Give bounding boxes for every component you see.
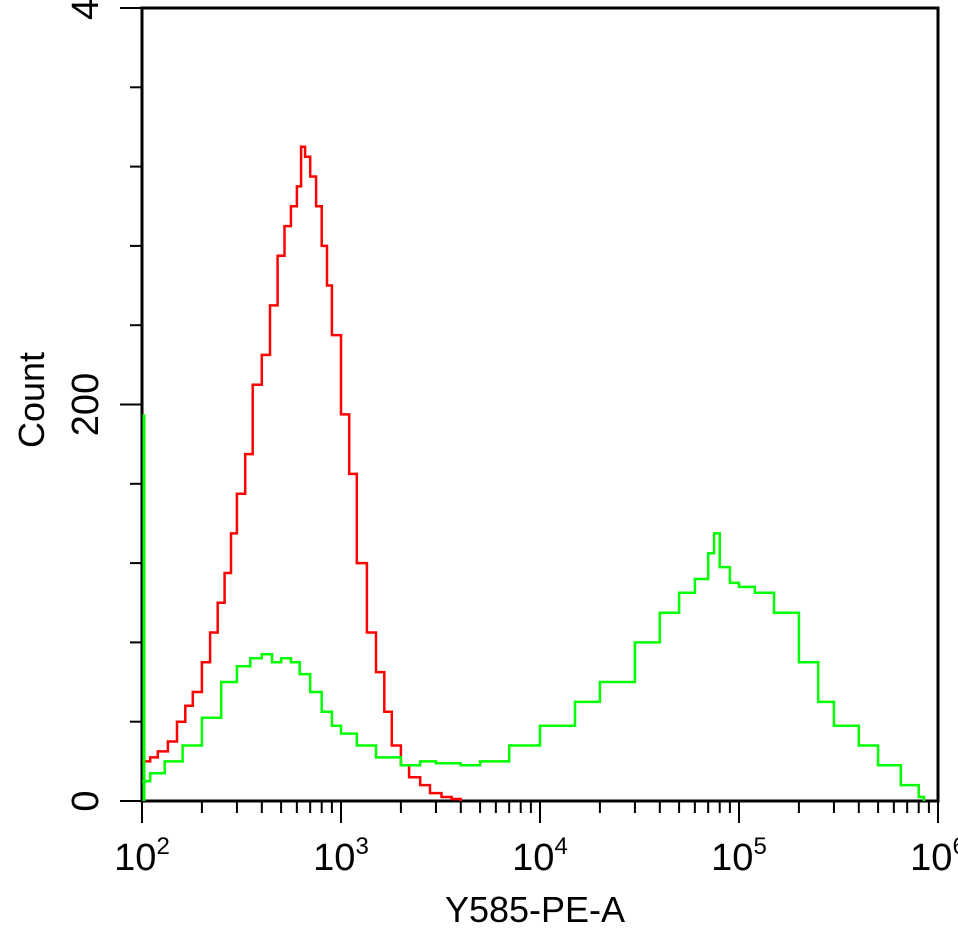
x-tick-label: 106 [910, 833, 958, 879]
x-tick-label: 102 [114, 833, 170, 879]
plot-area [140, 6, 940, 803]
series-line-1 [142, 145, 463, 801]
x-tick-label-exponent: 5 [753, 833, 766, 860]
y-axis-ticks [120, 7, 142, 802]
x-tick-label: 105 [711, 833, 767, 879]
x-tick-labels: 102103104105106 [114, 833, 958, 879]
x-axis-label: Y585-PE-A [445, 889, 625, 930]
x-tick-label-base: 10 [512, 837, 554, 879]
x-tick-label-base: 10 [114, 837, 156, 879]
x-tick-label-base: 10 [313, 837, 355, 879]
y-axis-label: Count [11, 352, 52, 448]
y-tick-label: 0 [65, 790, 107, 811]
x-tick-label-exponent: 3 [355, 833, 368, 860]
x-tick-label-base: 10 [711, 837, 753, 879]
y-tick-label: 400 [65, 0, 107, 20]
series-layer [142, 145, 926, 801]
x-tick-label-exponent: 2 [156, 833, 169, 860]
x-tick-label-base: 10 [910, 837, 952, 879]
series-line-2 [142, 532, 926, 801]
x-axis-ticks [141, 801, 939, 823]
x-tick-label-exponent: 6 [952, 833, 958, 860]
y-tick-labels: 0 200 400 [65, 0, 107, 812]
x-tick-label-exponent: 4 [554, 833, 567, 860]
x-tick-label: 104 [512, 833, 568, 879]
x-tick-label: 103 [313, 833, 369, 879]
y-tick-label: 200 [65, 373, 107, 436]
